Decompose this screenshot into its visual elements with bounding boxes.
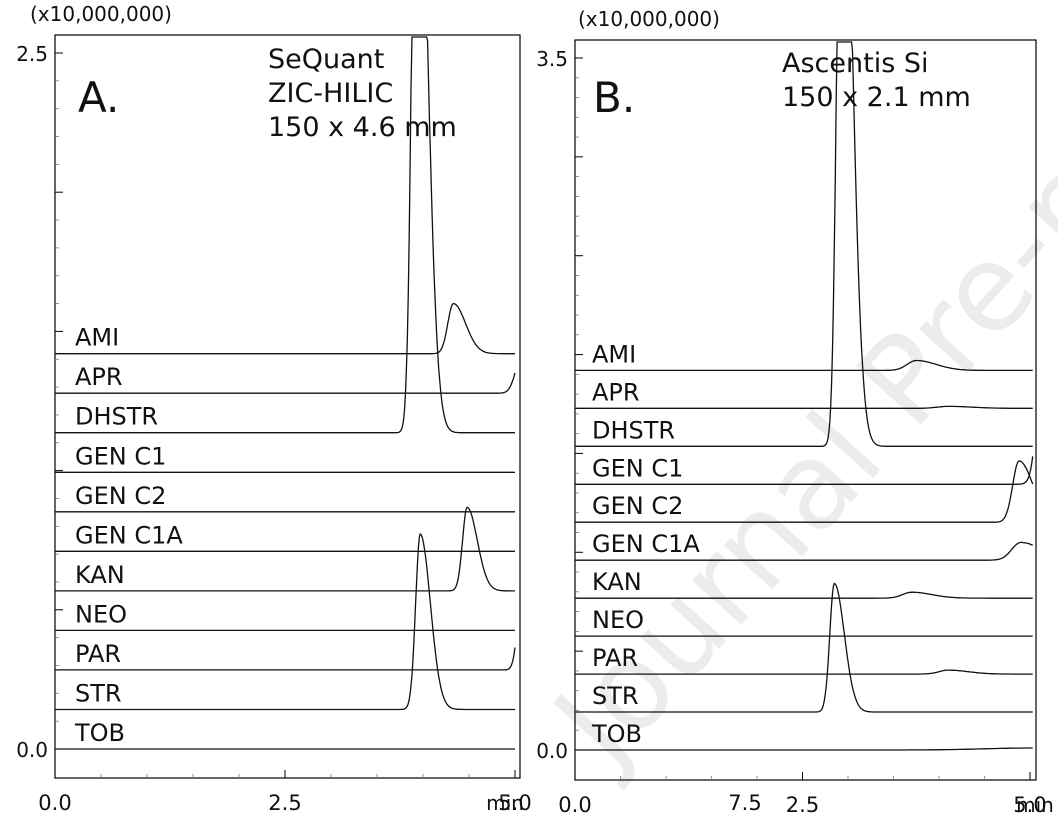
series-label: STR	[592, 682, 639, 710]
trace-kan	[575, 591, 1033, 599]
trace-par	[55, 647, 516, 671]
x-tick-label: 0.0	[38, 791, 71, 815]
y-multiplier-label: (x10,000,000)	[30, 2, 172, 26]
series-label: GEN C2	[592, 492, 683, 520]
series-label: NEO	[592, 606, 644, 634]
series-label: AMI	[75, 324, 119, 352]
y-tick-label: 2.5	[16, 42, 48, 66]
column-name-line: 150 x 4.6 mm	[268, 112, 457, 143]
series-label: STR	[75, 679, 122, 707]
y-multiplier-label: (x10,000,000)	[578, 7, 720, 31]
panel-label: B.	[593, 73, 635, 122]
series-label: GEN C1A	[592, 530, 700, 558]
chart-panel-a: 0.0 2.5 0.0 2.5 5.0 7.5 min (x10,000,000) A. SeQu…	[16, 2, 762, 815]
column-name-line: ZIC-HILIC	[268, 78, 393, 109]
trace-str	[575, 582, 1033, 713]
series-label: APR	[592, 378, 640, 406]
series-label: DHSTR	[75, 403, 158, 431]
series-label: TOB	[74, 719, 125, 747]
trace-ami	[55, 302, 515, 355]
y-tick-label: 0.0	[16, 738, 48, 762]
x-axis-unit: min	[486, 791, 524, 815]
chart-panel-b: 0.0 3.5 0.0 2.5 5.0 7.5 min (x10,000,000) B. Asce…	[536, 7, 1054, 817]
series-label: GEN C2	[75, 482, 166, 510]
x-tick-label: 2.5	[786, 793, 819, 817]
trace-kan	[55, 506, 515, 592]
trace-gen-c1a	[575, 541, 1033, 561]
column-name-line: SeQuant	[268, 44, 384, 75]
y-tick-label: 0.0	[536, 739, 568, 763]
series-label: PAR	[592, 644, 638, 672]
series-label: PAR	[75, 640, 121, 668]
x-tick-label: 0.0	[558, 793, 591, 817]
trace-apr	[575, 405, 1033, 409]
trace-dhstr	[575, 41, 1033, 447]
series-label: TOB	[591, 720, 642, 748]
series-label: GEN C1A	[75, 521, 183, 549]
x-tick-label: 7.5	[728, 791, 761, 815]
series-label: NEO	[75, 600, 127, 628]
y-tick-label: 3.5	[536, 47, 568, 71]
trace-ami	[575, 359, 1033, 372]
x-tick-label: 5.0	[1013, 793, 1046, 817]
series-label: KAN	[75, 561, 125, 589]
plot-frame	[54, 34, 521, 779]
plot-frame	[574, 39, 1037, 781]
x-tick-label: 2.5	[268, 791, 301, 815]
column-name-line: Ascentis Si	[782, 48, 928, 79]
series-label: APR	[75, 363, 123, 391]
series-label: AMI	[592, 340, 636, 368]
series-label: KAN	[592, 568, 642, 596]
trace-str	[55, 533, 515, 711]
trace-gen-c1	[575, 456, 1034, 485]
panel-label: A.	[78, 73, 119, 122]
column-name-line: 150 x 2.1 mm	[782, 82, 971, 113]
trace-par	[575, 669, 1033, 675]
trace-apr	[55, 372, 516, 394]
x-tick-label: 5.0	[498, 791, 531, 815]
series-label: DHSTR	[592, 416, 675, 444]
series-label: GEN C1	[592, 454, 683, 482]
x-axis-unit: min	[1016, 793, 1054, 817]
trace-dhstr	[55, 36, 515, 434]
series-label: GEN C1	[75, 442, 166, 470]
trace-tob	[575, 747, 1033, 751]
trace-gen-c2	[575, 460, 1034, 523]
